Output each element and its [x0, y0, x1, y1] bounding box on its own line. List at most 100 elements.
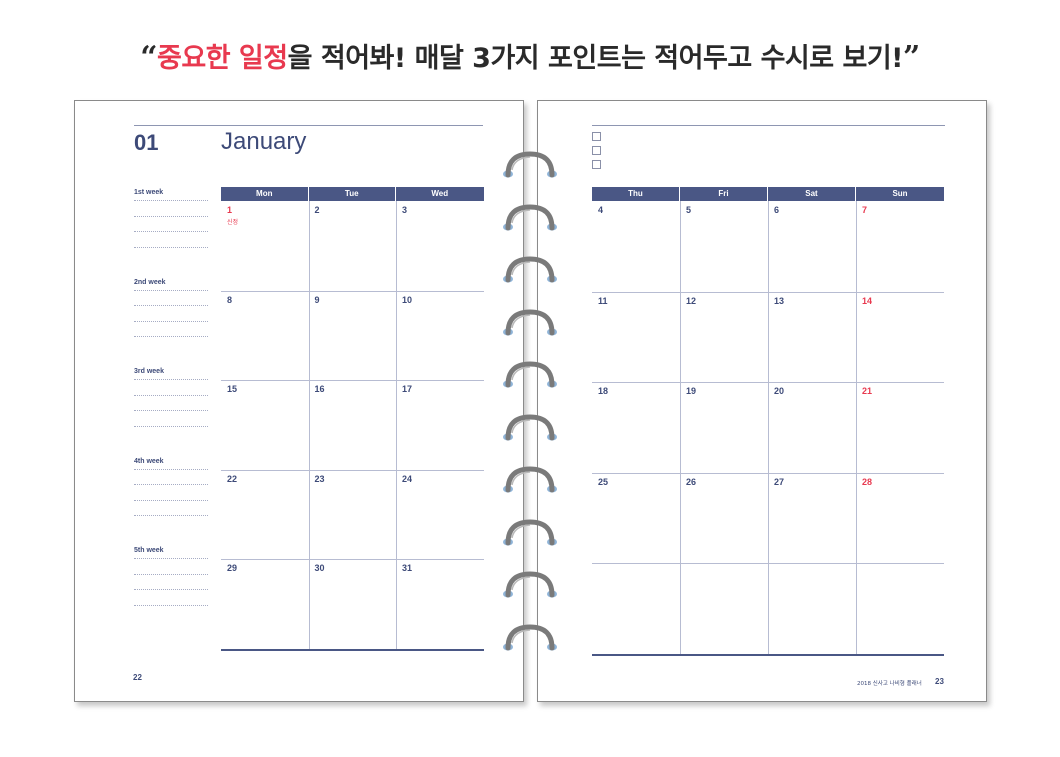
day-number: 24 [402, 473, 413, 484]
close-quote: ” [902, 40, 920, 75]
day-cell[interactable]: 16 [315, 384, 325, 394]
open-quote: “ [140, 40, 158, 75]
day-number: 10 [402, 294, 413, 305]
day-cell[interactable]: 14 [862, 296, 872, 306]
day-cell[interactable]: 29 [227, 563, 237, 573]
todo-checkbox[interactable] [592, 160, 601, 169]
day-cell[interactable]: 7 [862, 205, 867, 215]
day-number: 5 [686, 205, 692, 215]
todo-checkbox[interactable] [592, 146, 601, 155]
day-number: 25 [598, 476, 609, 487]
day-cell[interactable]: 27 [774, 477, 784, 487]
note-line [134, 573, 208, 575]
day-number: 7 [862, 205, 868, 215]
day-cell[interactable]: 25 [598, 477, 608, 487]
binder-ring [503, 361, 557, 388]
note-line [134, 379, 208, 380]
day-cell[interactable]: 6 [774, 205, 779, 215]
page-number-left: 22 [133, 673, 142, 682]
day-cell[interactable]: 1 신정 [227, 205, 238, 226]
day-cell[interactable]: 5 [686, 205, 691, 215]
note-line [134, 558, 208, 559]
binder-ring [503, 151, 557, 178]
day-number: 16 [314, 384, 325, 394]
day-cell[interactable]: 3 [402, 205, 407, 215]
note-line [134, 604, 208, 606]
week-block: 1st week [134, 189, 208, 248]
binder-ring [503, 203, 557, 230]
ring-highlight [511, 471, 531, 486]
day-cell[interactable]: 2 [315, 205, 320, 215]
day-cell[interactable]: 4 [598, 205, 603, 215]
week-label: 4th week [134, 457, 164, 465]
left-page: 01 January 1st week 2nd week 3rd week 4th w… [74, 100, 524, 702]
day-cell[interactable]: 13 [774, 296, 784, 306]
ring-arc [505, 151, 555, 178]
day-cell[interactable]: 30 [315, 563, 325, 573]
note-line [134, 468, 208, 470]
day-cell[interactable]: 26 [686, 477, 696, 487]
binder-ring [503, 413, 557, 440]
ring-arc [505, 308, 555, 335]
week-block: 4th week [134, 457, 208, 516]
row-divider [221, 290, 484, 292]
day-cell[interactable]: 28 [862, 477, 872, 487]
day-cell[interactable]: 20 [774, 386, 784, 396]
day-cell[interactable]: 11 [598, 296, 608, 306]
day-number: 26 [686, 476, 697, 487]
day-cell[interactable]: 21 [862, 386, 872, 396]
day-cell[interactable]: 31 [402, 563, 412, 573]
row-divider [592, 472, 944, 474]
ring-highlight [511, 418, 531, 433]
day-number: 4 [598, 205, 604, 215]
day-cell[interactable]: 9 [315, 295, 320, 305]
day-number: 18 [598, 386, 609, 396]
top-rule-right [592, 125, 945, 126]
binder-ring [503, 308, 557, 335]
todo-checkbox[interactable] [592, 132, 601, 141]
row-divider [592, 291, 944, 293]
day-cell[interactable]: 19 [686, 386, 696, 396]
row-divider [592, 382, 944, 383]
ring-arc [505, 413, 555, 440]
note-line [134, 394, 208, 396]
weekday-header: Mon Tue Wed [221, 187, 484, 201]
month-name: January [221, 128, 307, 155]
day-grid: 4 5 6 7 11 12 13 14 18 19 20 21 25 26 27 28 [592, 201, 944, 656]
ring-highlight [511, 313, 531, 328]
note-line [134, 289, 208, 291]
day-number: 14 [862, 295, 873, 306]
day-number: 29 [227, 563, 238, 573]
note-line [134, 484, 208, 485]
week-block: 2nd week [134, 279, 208, 337]
day-number: 31 [402, 563, 413, 573]
day-number: 9 [314, 294, 320, 305]
weekday-label: Thu [592, 187, 680, 201]
note-line [134, 215, 208, 217]
row-divider [221, 559, 484, 560]
top-rule [134, 125, 483, 126]
day-cell[interactable]: 15 [227, 384, 237, 394]
column-divider [396, 201, 397, 649]
note-line [134, 320, 208, 322]
ring-arc [505, 203, 555, 230]
day-cell[interactable]: 12 [686, 296, 696, 306]
day-cell[interactable]: 8 [227, 295, 232, 305]
day-cell[interactable]: 18 [598, 386, 608, 396]
day-cell[interactable]: 17 [402, 384, 412, 394]
day-cell[interactable]: 10 [402, 295, 412, 305]
holiday-note: 신정 [227, 220, 239, 226]
ring-highlight [511, 366, 531, 381]
day-cell[interactable]: 23 [315, 474, 325, 484]
ring-highlight [511, 261, 531, 276]
note-line [134, 200, 208, 201]
week-block: 3rd week [134, 368, 208, 427]
note-line [134, 336, 208, 337]
note-line [134, 231, 208, 232]
row-divider [221, 648, 484, 651]
day-cell[interactable]: 22 [227, 474, 237, 484]
day-cell[interactable]: 24 [402, 474, 412, 484]
day-number: 27 [774, 476, 785, 487]
weekday-label: Sat [768, 187, 856, 201]
day-number: 6 [774, 205, 780, 215]
